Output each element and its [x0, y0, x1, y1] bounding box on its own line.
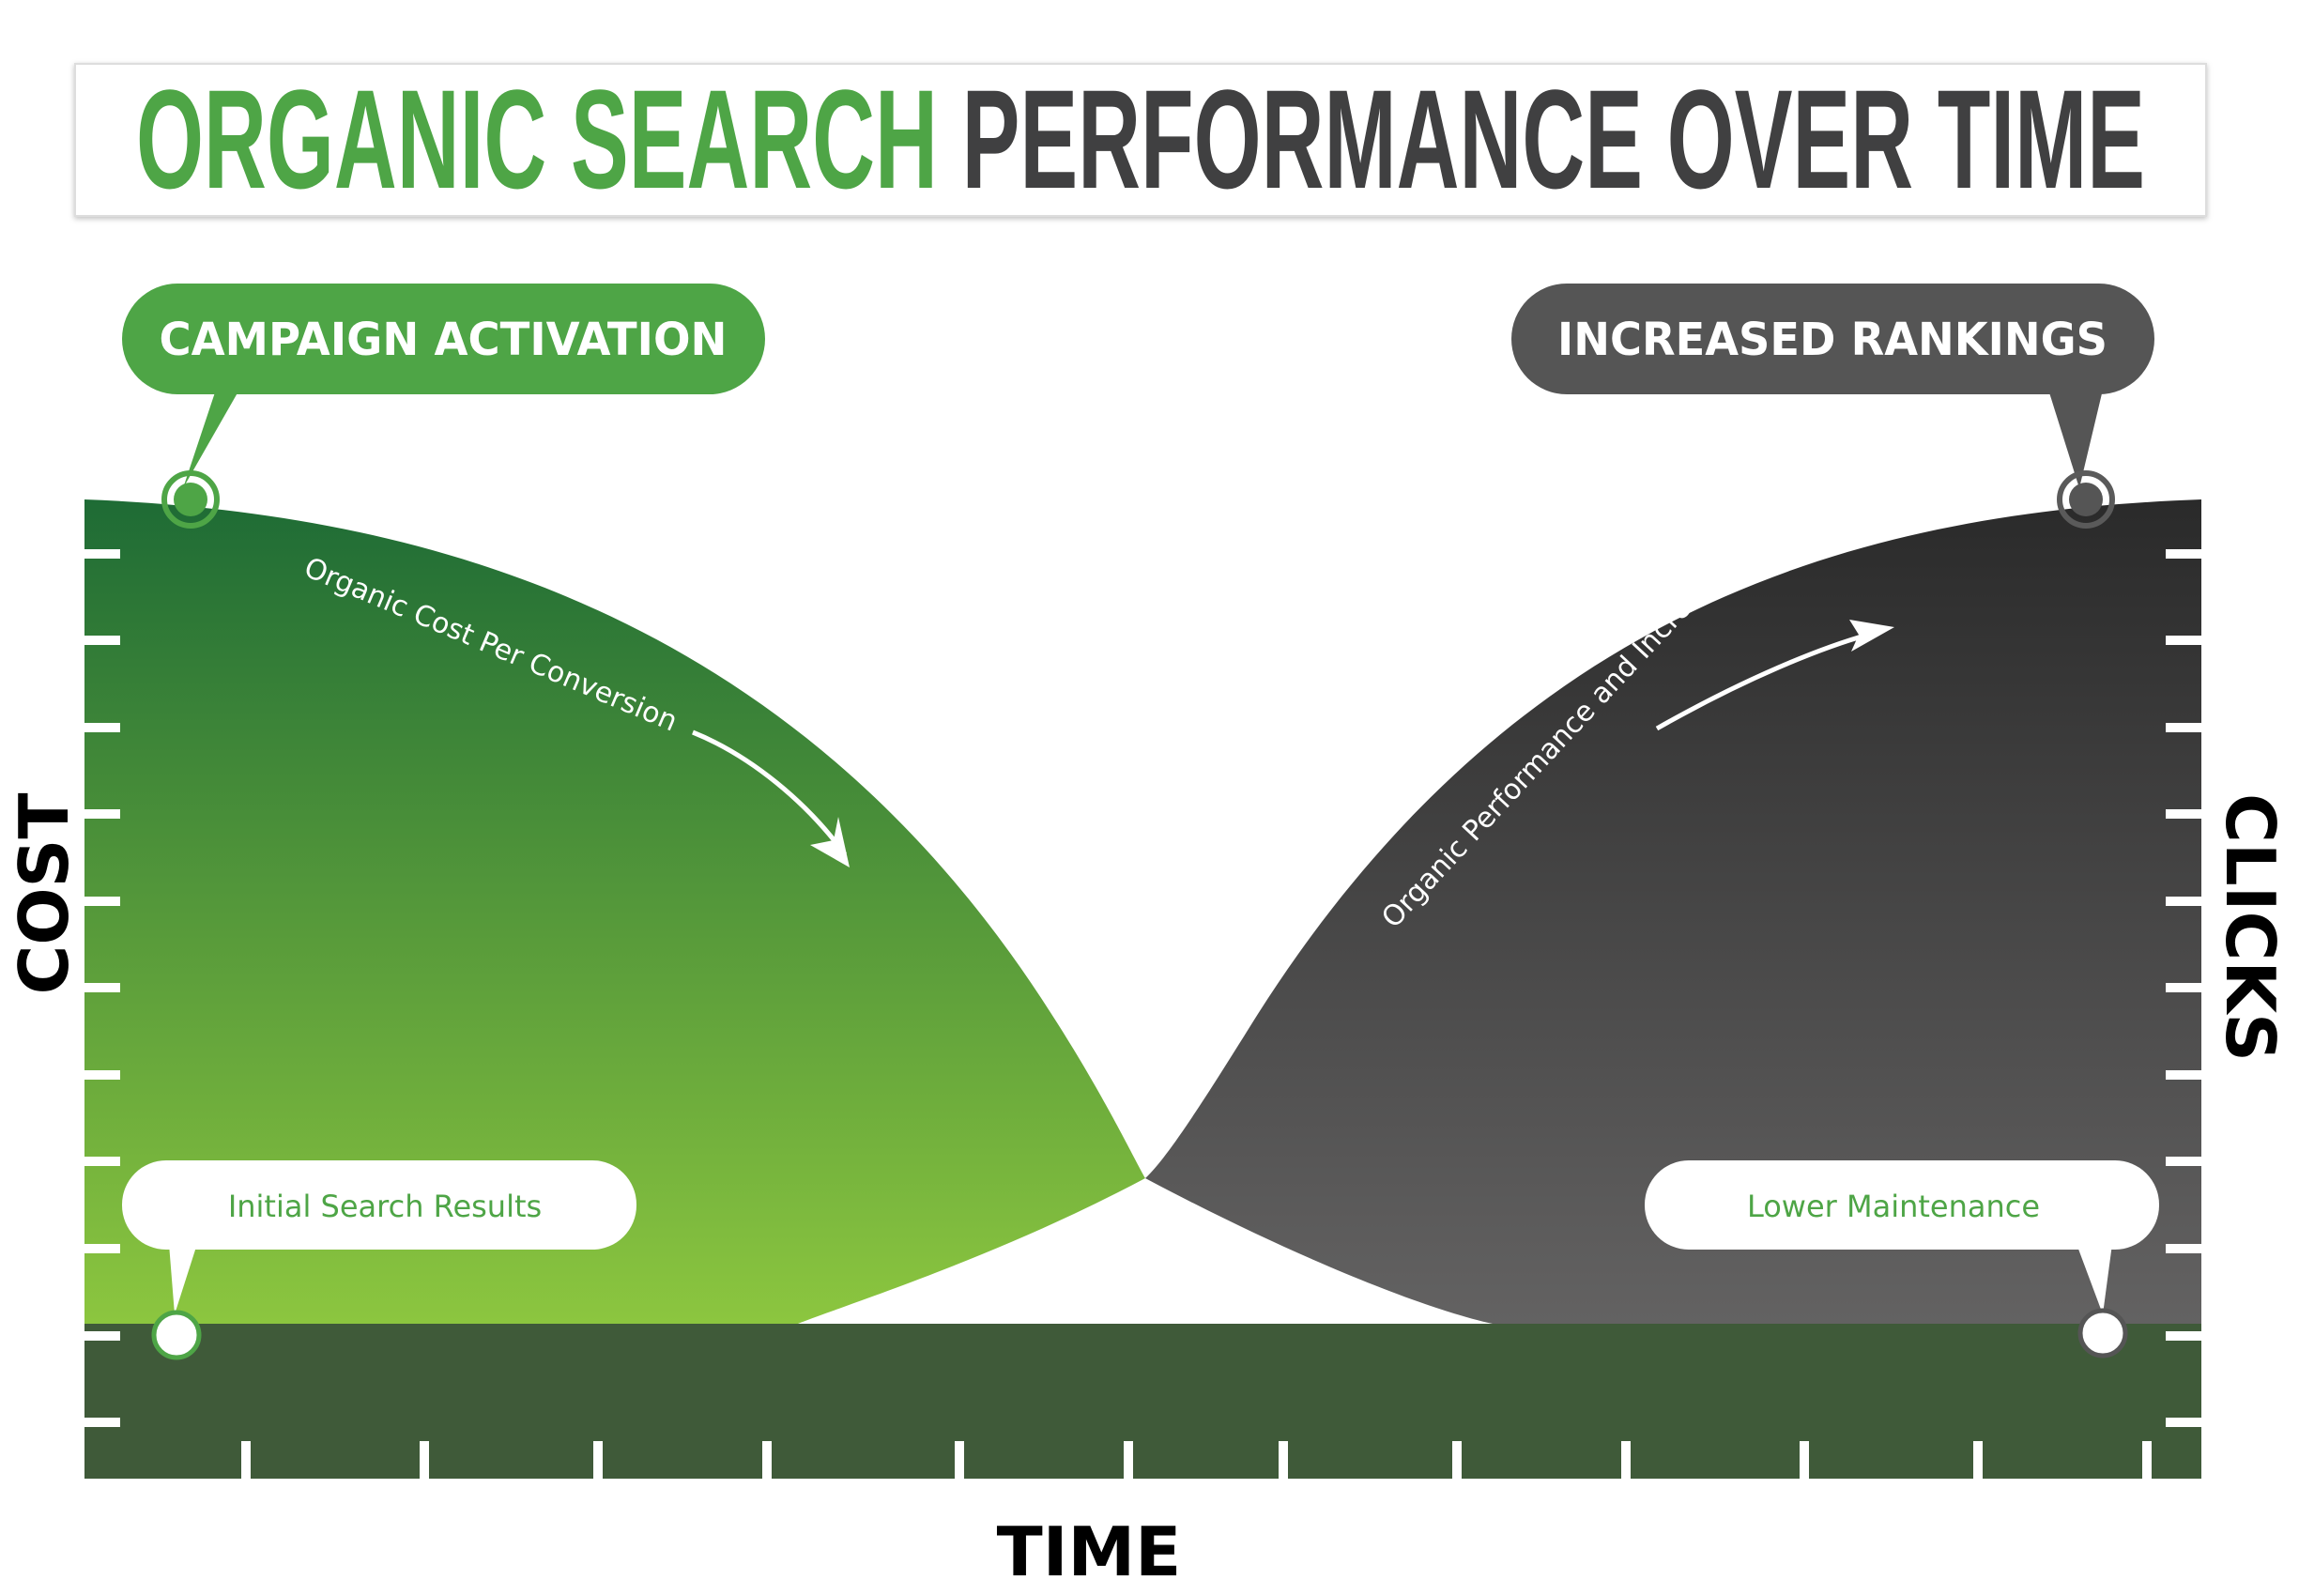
- cost-area: [84, 499, 1145, 1324]
- lower-maintenance-callout: Lower Maintenance: [1645, 1160, 2159, 1358]
- y-axis-right-label: CLICKS: [2211, 793, 2290, 1062]
- title-banner: ORGANIC SEARCH PERFORMANCE OVER TIME: [74, 60, 2207, 218]
- right-axis-ticks: [2166, 549, 2201, 1427]
- x-axis-label: TIME: [997, 1512, 1182, 1591]
- clicks-curve-arrow: [1655, 620, 1894, 731]
- lower-maintenance-label: Lower Maintenance: [1747, 1189, 2040, 1224]
- clicks-area: [1145, 499, 2201, 1324]
- initial-search-results-callout: Initial Search Results: [122, 1160, 636, 1360]
- title-highlight: ORGANIC SEARCH: [136, 60, 938, 218]
- baseline-band: [84, 1324, 2201, 1479]
- y-axis-left-label: COST: [5, 792, 84, 994]
- increased-rankings-label: INCREASED RANKINGS: [1557, 314, 2107, 366]
- initial-search-results-label: Initial Search Results: [228, 1189, 542, 1224]
- campaign-activation-label: CAMPAIGN ACTIVATION: [160, 314, 728, 366]
- campaign-activation-callout: CAMPAIGN ACTIVATION: [122, 284, 765, 529]
- bottom-axis-ticks: [241, 1441, 2152, 1479]
- title-rest: PERFORMANCE OVER TIME: [962, 60, 2145, 218]
- left-axis-ticks: [84, 549, 120, 1427]
- increased-rankings-callout: INCREASED RANKINGS: [1511, 284, 2154, 529]
- svg-text:ORGANIC SEARCH PERFORMANCE OVE: ORGANIC SEARCH PERFORMANCE OVER TIME: [136, 60, 2145, 218]
- cost-curve-arrow: [692, 729, 850, 867]
